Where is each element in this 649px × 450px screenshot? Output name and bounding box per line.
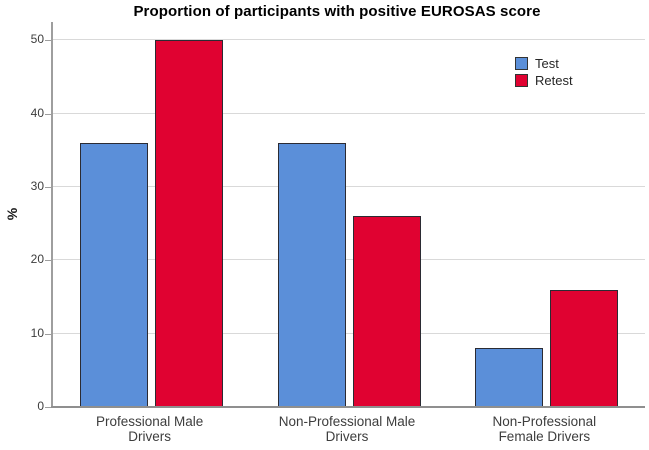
y-tick-label: 30 — [30, 179, 44, 193]
chart-title: Proportion of participants with positive… — [133, 3, 541, 20]
bar-test-category-1 — [80, 143, 149, 407]
x-category-label: Non-Professional Male Drivers — [278, 414, 416, 445]
gridline-50 — [53, 39, 645, 41]
x-axis-line — [51, 406, 645, 408]
legend-swatch-retest — [515, 74, 528, 87]
bar-retest-category-2 — [352, 216, 421, 407]
bar-test-category-3 — [474, 348, 543, 407]
y-axis-label: % — [4, 207, 20, 221]
legend: Test Retest — [515, 55, 573, 89]
legend-label-retest: Retest — [535, 73, 573, 88]
x-category-label: Professional Male Drivers — [96, 414, 204, 445]
gridline-30 — [53, 186, 645, 187]
bar-test-category-2 — [277, 143, 346, 407]
bar-retest-category-1 — [155, 40, 224, 407]
gridline-20 — [53, 259, 645, 261]
y-tick-mark — [45, 407, 51, 408]
legend-swatch-test — [515, 57, 528, 70]
y-tick-label: 50 — [30, 32, 44, 47]
y-tick-label: 0 — [37, 399, 44, 413]
gridline-40 — [53, 112, 645, 114]
legend-item-test: Test — [515, 55, 573, 72]
y-tick-mark — [45, 187, 51, 188]
legend-item-retest: Retest — [515, 72, 573, 89]
bar-retest-category-3 — [549, 290, 618, 407]
plot-area — [51, 22, 645, 408]
y-tick-mark — [45, 113, 51, 115]
y-tick-label: 20 — [30, 252, 44, 267]
y-tick-label: 10 — [30, 325, 44, 340]
legend-label-test: Test — [535, 56, 559, 71]
y-tick-label: 40 — [30, 105, 44, 120]
y-tick-mark — [45, 260, 51, 262]
gridline-10 — [53, 332, 645, 334]
y-tick-mark — [45, 40, 51, 42]
y-tick-mark — [45, 333, 51, 335]
x-category-label: Non-Professional Female Drivers — [492, 414, 597, 445]
